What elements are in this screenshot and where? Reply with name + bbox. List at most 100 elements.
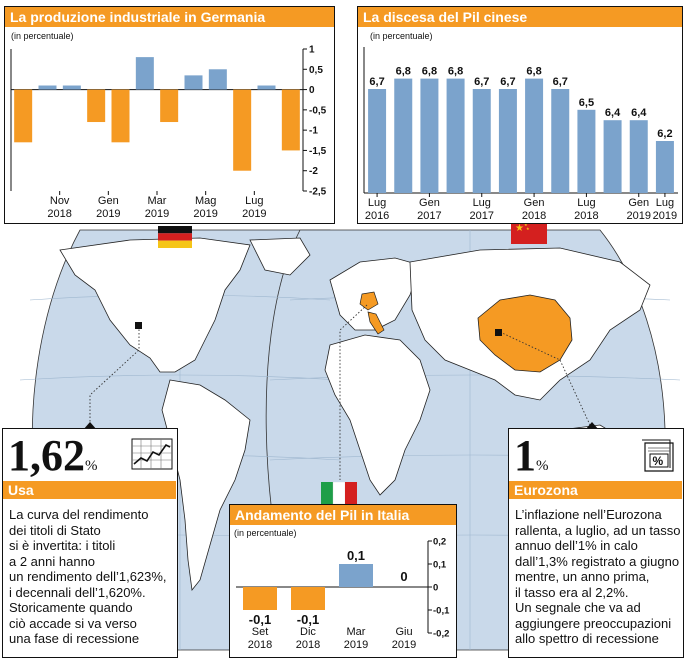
data-label: 6,8	[448, 66, 463, 78]
line-chart-icon	[131, 438, 173, 470]
eurozone-text-line: mentre, un anno prima,	[515, 569, 650, 584]
data-label: 6,5	[579, 97, 594, 109]
data-label: 0	[400, 569, 407, 584]
bar	[160, 89, 179, 123]
data-label: 6,2	[657, 128, 672, 140]
data-label: 6,8	[396, 66, 411, 78]
eurozone-text-line: annuo dell’1% in calo	[515, 538, 638, 553]
x-tick-label: 2018	[248, 639, 272, 651]
italy-chart: 0,20,10-0,1-0,2-0,1Set2018-0,1Dic20180,1…	[236, 537, 450, 651]
x-tick-label: 2019	[627, 210, 651, 222]
data-label: 6,4	[605, 107, 621, 119]
usa-text-line: La curva del rendimento	[9, 507, 149, 522]
italy-chart-panel: Andamento del Pil in Italia (in percentu…	[229, 504, 457, 658]
x-tick-label: Lug	[656, 197, 674, 209]
x-tick-label: Lug	[245, 195, 263, 207]
bar	[233, 89, 252, 171]
italy-chart-subtitle: (in percentuale)	[234, 528, 297, 538]
eurozone-text-line: L’inflazione nell’Eurozona	[515, 507, 662, 522]
x-tick-label: Gen	[419, 197, 440, 209]
x-tick-label: Dic	[300, 626, 316, 638]
percent-document-icon: %	[642, 439, 674, 472]
y-tick-label: 0,1	[433, 560, 447, 571]
land-greenland	[249, 237, 311, 276]
bar	[655, 141, 674, 193]
usa-value: 1,62	[8, 431, 85, 480]
eurozone-unit: %	[536, 458, 549, 474]
x-tick-label: 2018	[296, 639, 320, 651]
x-tick-label: 2016	[365, 210, 389, 222]
x-tick-label: 2019	[242, 208, 266, 220]
y-tick-label: 0,5	[309, 65, 323, 76]
bar	[577, 109, 596, 193]
y-tick-label: -0,5	[309, 105, 327, 116]
bar	[291, 587, 325, 610]
bar	[87, 89, 106, 123]
bar	[14, 89, 33, 143]
x-tick-label: Gen	[524, 197, 545, 209]
y-tick-label: -2	[309, 166, 318, 177]
usa-text-line: si è invertita: i titoli	[9, 538, 116, 553]
usa-label: Usa	[3, 481, 176, 499]
land-china	[477, 294, 573, 373]
x-tick-label: Lug	[577, 197, 595, 209]
germany-chart-title: La produzione industriale in Germania	[5, 7, 334, 27]
bar	[525, 78, 544, 193]
usa-value-line: 1,62%	[8, 434, 98, 488]
usa-text-line: Storicamente quando	[9, 600, 133, 615]
x-tick-label: Lug	[473, 197, 491, 209]
data-label: 6,8	[526, 66, 541, 78]
x-tick-label: Lug	[368, 197, 386, 209]
usa-text-line: un rendimento dell’1,623%,	[9, 569, 167, 584]
svg-text:★: ★	[515, 223, 524, 234]
x-tick-label: 2019	[653, 210, 677, 222]
y-tick-label: -2,5	[309, 187, 327, 198]
x-tick-label: 2019	[344, 639, 368, 651]
china-chart-title: La discesa del Pil cinese	[358, 7, 682, 27]
x-tick-label: Gen	[98, 195, 119, 207]
y-tick-label: -0,2	[433, 629, 449, 640]
bar	[208, 69, 227, 90]
italy-chart-title: Andamento del Pil in Italia	[230, 505, 456, 525]
eurozone-value-line: 1%	[514, 434, 549, 488]
data-label: 6,7	[500, 76, 515, 88]
eurozone-text-line: il tasso era al 2,2%.	[515, 584, 629, 600]
bar	[38, 85, 57, 90]
china-chart: 6,76,8 6,8 6,86,7 6,76,86,76,56,4 6,46,2Lug2…	[363, 47, 678, 222]
land-north-america	[59, 237, 251, 373]
x-tick-label: 2019	[193, 208, 217, 220]
bar	[62, 85, 81, 90]
bar	[446, 78, 465, 193]
italy-flag	[321, 482, 357, 504]
bar	[394, 78, 413, 193]
x-tick-label: 2019	[392, 639, 416, 651]
svg-text:★: ★	[524, 222, 528, 227]
usa-text-line: una fase di recessione	[9, 631, 140, 646]
eurozone-label: Eurozona	[509, 481, 682, 499]
leader-lines	[89, 304, 591, 480]
bar	[184, 75, 203, 90]
land-italy	[367, 311, 385, 335]
germany-chart-panel: La produzione industriale in Germania (i…	[4, 6, 335, 224]
y-tick-label: 1	[309, 45, 315, 56]
germany-chart: 10,50-0,5-1-1,5-2-2,5Nov2018Gen2019Mar20…	[10, 45, 327, 220]
land-africa	[324, 334, 431, 496]
x-tick-label: 2017	[470, 210, 494, 222]
x-tick-label: 2018	[47, 208, 71, 220]
bar	[339, 564, 373, 587]
data-label: 6,4	[631, 107, 647, 119]
data-label: 0,1	[347, 548, 365, 563]
bar	[629, 120, 648, 193]
bar	[111, 89, 130, 143]
eurozone-text-line: Un segnale che va ad	[515, 600, 641, 615]
eurozone-box: 1% % Eurozona L’inflazione nell’Eurozona…	[508, 428, 684, 658]
data-label: -0,1	[249, 612, 271, 627]
bar	[603, 120, 622, 193]
svg-text:%: %	[653, 454, 664, 468]
x-tick-label: Giu	[395, 626, 412, 638]
y-tick-label: 0	[309, 85, 315, 96]
germany-chart-subtitle: (in percentuale)	[11, 31, 74, 41]
x-tick-label: Mag	[195, 195, 216, 207]
x-tick-label: Nov	[50, 195, 70, 207]
bar	[243, 587, 277, 610]
